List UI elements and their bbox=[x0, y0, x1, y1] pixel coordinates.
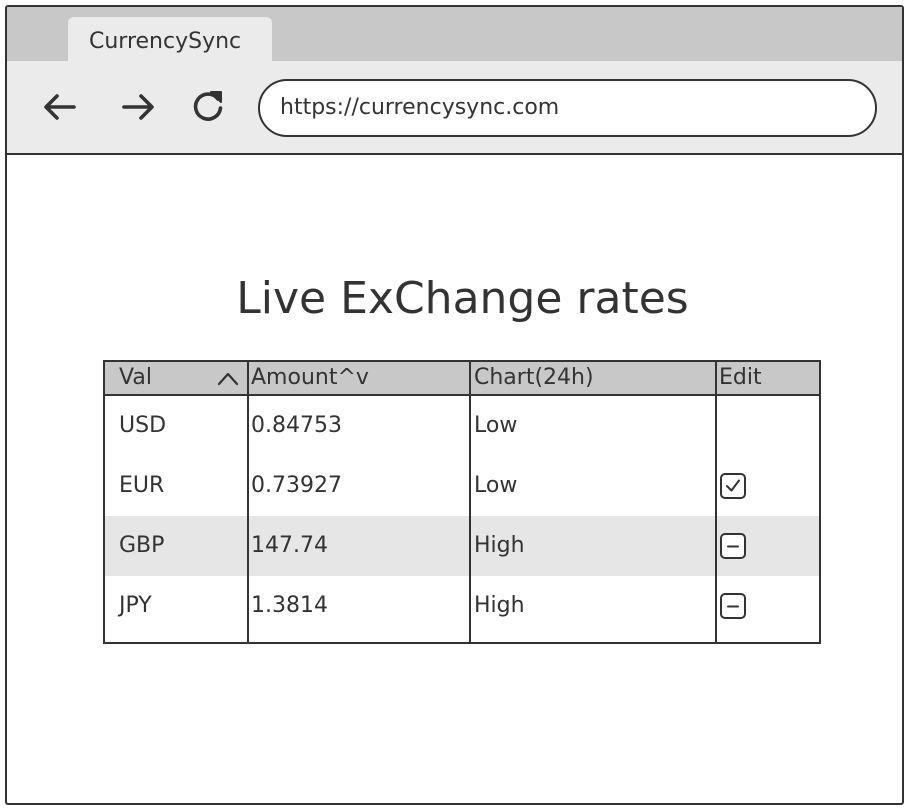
tab-strip: CurrencySync bbox=[7, 7, 902, 63]
amount-value: 0.84753 bbox=[251, 413, 342, 438]
edit-checkbox[interactable] bbox=[720, 473, 746, 499]
forward-button[interactable] bbox=[118, 87, 158, 127]
minus-icon bbox=[727, 545, 739, 548]
arrow-right-icon bbox=[122, 94, 154, 120]
minus-icon bbox=[727, 605, 739, 608]
currency-code: JPY bbox=[119, 593, 152, 618]
currency-code: EUR bbox=[119, 473, 165, 498]
table-row: USD 0.84753 Low bbox=[105, 396, 819, 456]
table-row: EUR 0.73927 Low bbox=[105, 456, 819, 516]
amount-value: 1.3814 bbox=[251, 593, 328, 618]
chart-value: High bbox=[474, 533, 525, 558]
exchange-rate-table: Val Amount^v Chart(24h) Edit USD 0.84753… bbox=[103, 360, 821, 644]
chart-value: High bbox=[474, 593, 525, 618]
currency-code: GBP bbox=[119, 533, 165, 558]
browser-tab[interactable]: CurrencySync bbox=[68, 17, 272, 63]
browser-toolbar: https://currencysync.com bbox=[7, 61, 902, 155]
column-divider bbox=[247, 362, 249, 642]
edit-checkbox[interactable] bbox=[720, 533, 746, 559]
chevron-up-icon[interactable] bbox=[217, 369, 239, 387]
column-header-amount[interactable]: Amount^v bbox=[251, 365, 369, 390]
column-header-val[interactable]: Val bbox=[119, 365, 152, 390]
page-content: Live ExChange rates Val Amount^v Chart(2… bbox=[7, 155, 902, 803]
arrow-left-icon bbox=[44, 94, 76, 120]
table-row: GBP 147.74 High bbox=[105, 516, 819, 576]
table-header: Val Amount^v Chart(24h) Edit bbox=[105, 362, 819, 396]
column-divider bbox=[715, 362, 717, 642]
reload-icon bbox=[193, 91, 223, 121]
chart-value: Low bbox=[474, 473, 518, 498]
checkmark-icon bbox=[726, 479, 740, 492]
column-divider bbox=[469, 362, 471, 642]
browser-window: CurrencySync https://currencysync.com Li… bbox=[5, 5, 904, 805]
page-title: Live ExChange rates bbox=[236, 273, 689, 324]
column-header-edit[interactable]: Edit bbox=[719, 365, 762, 390]
reload-button[interactable] bbox=[188, 87, 228, 127]
edit-checkbox[interactable] bbox=[720, 593, 746, 619]
chart-value: Low bbox=[474, 413, 518, 438]
amount-value: 147.74 bbox=[251, 533, 328, 558]
currency-code: USD bbox=[119, 413, 167, 438]
amount-value: 0.73927 bbox=[251, 473, 342, 498]
table-row: JPY 1.3814 High bbox=[105, 576, 819, 636]
column-header-chart[interactable]: Chart(24h) bbox=[474, 365, 594, 390]
address-bar[interactable]: https://currencysync.com bbox=[258, 79, 877, 137]
back-button[interactable] bbox=[40, 87, 80, 127]
